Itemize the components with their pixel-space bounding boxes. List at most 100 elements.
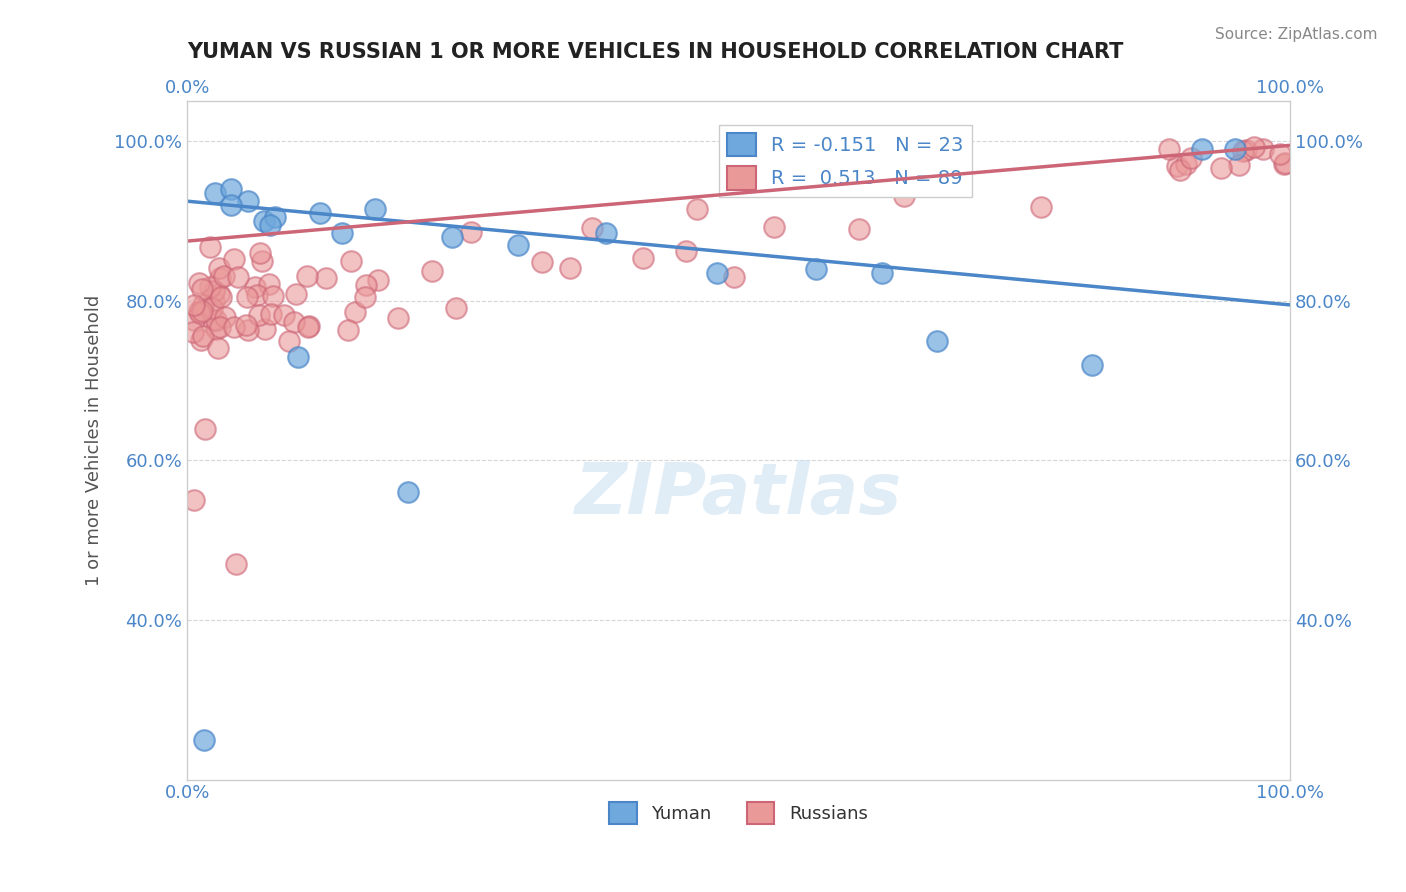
Point (247, 308, 270, 322)
Legend: Yuman, Russians: Yuman, Russians (602, 795, 875, 831)
Point (183, 493, 205, 508)
Point (723, 269, 745, 284)
Point (581, 220, 603, 235)
Point (259, 218, 281, 232)
Point (200, 280, 222, 294)
Point (367, 273, 389, 287)
Point (1227, 157, 1250, 171)
Point (1211, 161, 1233, 175)
Point (315, 270, 337, 285)
Point (444, 301, 467, 315)
Point (297, 319, 319, 334)
Point (686, 202, 709, 216)
Point (208, 260, 231, 275)
Point (356, 277, 378, 292)
Text: YUMAN VS RUSSIAN 1 OR MORE VEHICLES IN HOUSEHOLD CORRELATION CHART: YUMAN VS RUSSIAN 1 OR MORE VEHICLES IN H… (187, 42, 1123, 62)
Point (214, 310, 236, 324)
Point (762, 220, 785, 235)
Point (706, 266, 728, 280)
Point (506, 238, 529, 252)
Point (633, 251, 655, 265)
Point (226, 269, 249, 284)
Point (387, 310, 409, 325)
Point (295, 269, 318, 284)
Point (308, 206, 330, 220)
Point (337, 323, 360, 337)
Point (225, 558, 247, 572)
Point (181, 325, 204, 339)
Point (803, 170, 825, 185)
Point (245, 288, 267, 302)
Point (396, 485, 419, 500)
Point (284, 287, 307, 301)
Point (262, 288, 284, 302)
Point (1243, 139, 1265, 153)
Point (209, 319, 232, 334)
Point (1029, 200, 1052, 214)
Point (1223, 142, 1246, 156)
Point (236, 290, 259, 304)
Point (339, 254, 361, 268)
Point (1180, 151, 1202, 165)
Point (202, 284, 225, 298)
Point (202, 294, 225, 309)
Point (204, 186, 226, 201)
Point (330, 226, 353, 240)
Point (420, 264, 443, 278)
Point (250, 253, 273, 268)
Point (460, 225, 482, 239)
Point (187, 276, 209, 290)
Point (191, 298, 214, 312)
Point (191, 329, 214, 343)
Point (243, 279, 266, 293)
Point (191, 304, 214, 318)
Point (190, 334, 212, 348)
Point (277, 334, 299, 348)
Point (870, 266, 893, 280)
Point (208, 287, 231, 301)
Point (222, 320, 245, 334)
Point (208, 270, 231, 285)
Point (253, 214, 276, 228)
Point (1234, 143, 1257, 157)
Point (183, 313, 205, 327)
Point (1166, 159, 1188, 173)
Point (1274, 156, 1296, 170)
Point (201, 312, 224, 326)
Point (249, 246, 271, 260)
Point (188, 305, 211, 319)
Point (236, 194, 259, 209)
Point (595, 226, 617, 240)
Point (1272, 157, 1295, 171)
Point (190, 282, 212, 296)
Text: Source: ZipAtlas.com: Source: ZipAtlas.com (1215, 27, 1378, 42)
Point (200, 301, 222, 315)
Point (209, 290, 232, 304)
Point (183, 298, 205, 312)
Point (848, 221, 870, 235)
Point (221, 198, 243, 212)
Point (257, 277, 280, 292)
Point (194, 421, 217, 435)
Point (273, 309, 295, 323)
Point (204, 321, 226, 335)
Point (205, 312, 228, 326)
Point (1191, 142, 1213, 156)
Point (1175, 157, 1198, 171)
Point (927, 334, 949, 348)
Point (364, 202, 387, 216)
Point (238, 322, 260, 336)
Point (1080, 358, 1102, 372)
Point (235, 318, 257, 332)
Point (804, 262, 827, 277)
Point (298, 318, 321, 333)
Point (254, 321, 277, 335)
Point (1251, 142, 1274, 156)
Point (893, 188, 915, 202)
Point (530, 254, 553, 268)
Point (560, 261, 582, 276)
Point (221, 182, 243, 196)
Text: ZIPatlas: ZIPatlas (575, 460, 903, 529)
Point (1157, 142, 1180, 156)
Point (344, 304, 367, 318)
